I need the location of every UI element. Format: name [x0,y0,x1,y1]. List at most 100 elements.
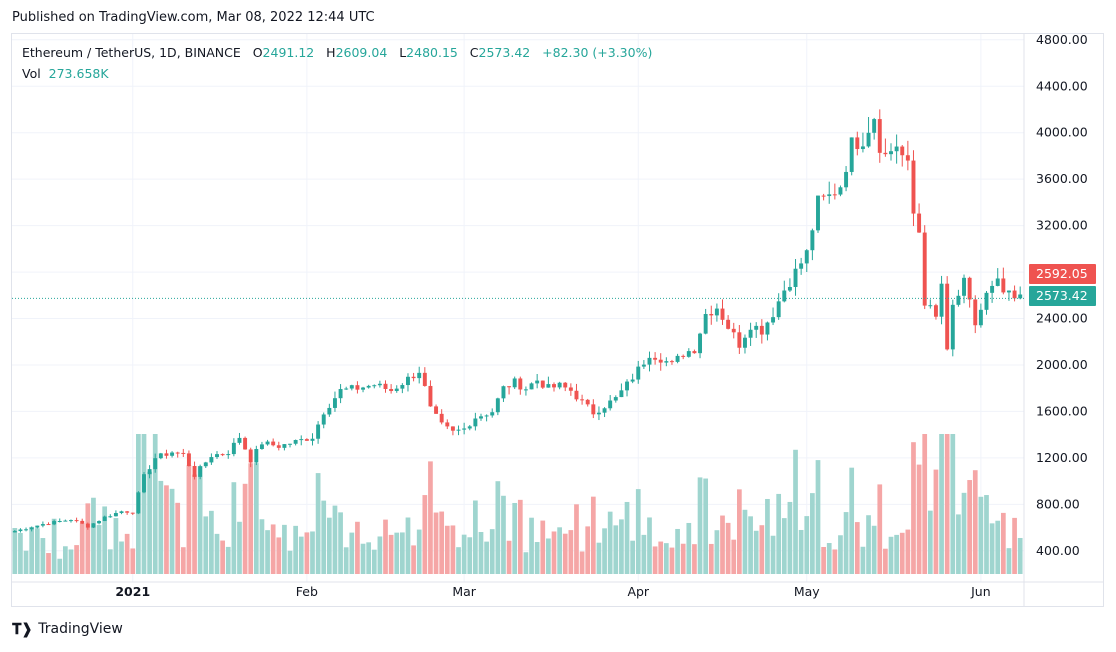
candle-body [832,194,837,196]
candle-body [97,521,102,524]
candle-body [911,160,916,214]
volume-bar [377,536,383,574]
candle-body [709,314,714,316]
candle-body [810,230,815,251]
candle-body [394,388,399,392]
candle-body [726,319,731,329]
volume-bar [989,523,995,574]
candle-body [57,521,62,523]
candle-body [754,325,759,330]
volume-bar [158,480,164,574]
volume-bar [506,540,512,574]
candle-body [917,213,922,233]
candle-body [641,364,646,367]
candle-body [664,361,669,363]
candle-body [894,146,899,152]
volume-bar [720,515,725,574]
candle-body [462,428,467,430]
volume-bar [186,465,192,574]
volume-bar [248,463,254,574]
candle-body [355,385,360,390]
volume-bar [675,528,680,574]
candle-body [748,329,753,338]
candle-body [69,520,73,522]
volume-bar [23,550,29,574]
candle-body [237,437,242,443]
candle-body [175,452,180,454]
volume-bar [349,532,355,574]
symbol-label: Ethereum / TetherUS, 1D, BINANCE [22,45,241,60]
candle-body [720,308,725,320]
candle-body [596,412,601,415]
candle-body [119,511,124,514]
volume-bar [753,530,759,574]
volume-bar [298,536,304,574]
candle-body [495,398,500,413]
candle-body [765,322,770,335]
candle-body [939,283,944,317]
volume-bar [366,542,372,574]
volume-bar [484,541,489,574]
candle-body [995,278,1000,286]
volume-bar [821,546,826,574]
candle-body [552,384,556,388]
candle-body [816,195,820,231]
close-label: C [469,45,479,60]
volume-bar [57,558,63,574]
y-tick-label: 3600.00 [1036,171,1088,186]
candle-body [450,426,455,431]
volume-bar [725,522,731,574]
volume-bar [287,550,293,574]
candle-body [192,465,197,477]
volume-bar [781,518,787,574]
candle-body [226,454,231,456]
volume-bar [91,497,96,574]
volume-bar [787,501,793,574]
candle-body [276,445,281,448]
close-value: 2573.42 [478,45,531,60]
volume-bar [731,539,737,574]
volume-bar [371,549,377,574]
volume-bar [74,545,79,574]
candle-body [18,529,23,532]
volume-bar [708,543,714,574]
candle-body [838,187,843,195]
y-tick-label: 3200.00 [1036,218,1088,233]
volume-bar [113,518,119,574]
volume-bar [635,489,641,574]
volume-bar [102,506,108,574]
volume-bar [961,492,967,574]
volume-bar [562,533,568,574]
volume-bar [321,500,327,574]
y-tick-label: 400.00 [1036,543,1080,558]
tradingview-brand: TradingView [38,621,123,637]
candle-body [153,458,158,470]
candle-body [316,424,321,439]
volume-bar [180,547,186,574]
low-value: 2480.15 [406,45,458,60]
chart-frame[interactable] [11,33,1104,607]
tradingview-logo[interactable]: 𝐓❱ TradingView [12,620,123,638]
candle-body [905,155,910,161]
volume-bar [888,536,894,574]
volume-legend: Vol 273.658K [22,66,109,81]
volume-bar [877,484,883,574]
volume-bar [742,509,748,574]
x-tick-label: Mar [452,584,476,599]
volume-bar [259,519,265,574]
candle-body [46,524,51,526]
candle-body [978,309,983,326]
candle-body [456,429,461,431]
volume-bar [164,485,169,574]
candle-body [85,523,90,528]
candle-body [299,439,304,441]
volume-bar [883,548,888,574]
candle-body [209,457,214,463]
candle-body [731,328,736,333]
candle-body [434,406,439,414]
candle-body [591,404,596,415]
volume-bar [736,489,742,574]
candle-body [203,462,208,467]
candle-body [490,412,495,416]
